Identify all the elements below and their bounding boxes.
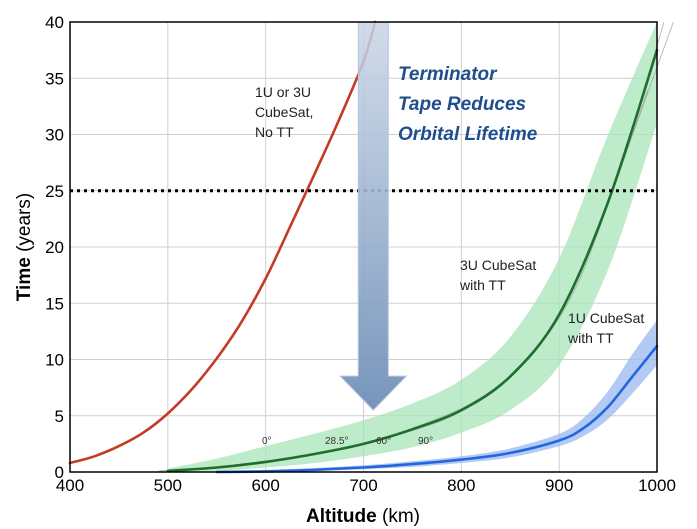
series-line — [68, 20, 377, 465]
y-axis-title: Time (years) — [14, 193, 35, 301]
inclination-28-label: 28.5° — [325, 436, 348, 447]
y-tick-labels: 0 5 10 15 20 25 30 35 40 — [45, 13, 64, 482]
x-tick-label: 400 — [56, 476, 84, 495]
inclination-0-label: 0° — [262, 436, 272, 447]
plot-frame — [69, 21, 658, 473]
y-tick-label: 5 — [55, 407, 64, 426]
x-axis-title-unit: (km) — [382, 506, 420, 527]
inclination-90-label: 90° — [418, 436, 433, 447]
series-band — [167, 22, 658, 472]
x-axis-title: Altitude (km) — [306, 506, 420, 527]
reduction-arrow — [339, 21, 408, 411]
series-line — [215, 344, 659, 474]
y-tick-label: 35 — [45, 69, 64, 88]
y-tick-label: 0 — [55, 463, 64, 482]
y-tick-label: 40 — [45, 13, 64, 32]
green-series-label: 3U CubeSat with TT — [459, 257, 540, 293]
x-tick-labels: 400 500 600 700 800 900 1000 — [56, 476, 676, 495]
y-axis-title-unit: (years) — [14, 193, 35, 252]
red-series-label: 1U or 3U CubeSat, No TT — [255, 84, 317, 140]
x-tick-label: 1000 — [638, 476, 676, 495]
y-tick-label: 25 — [45, 182, 64, 201]
series-lines — [68, 20, 659, 474]
x-tick-label: 900 — [545, 476, 573, 495]
y-tick-label: 30 — [45, 126, 64, 145]
series-line — [166, 48, 659, 473]
y-axis-title-bold: Time — [14, 257, 35, 301]
y-tick-label: 20 — [45, 238, 64, 257]
x-tick-label: 600 — [251, 476, 279, 495]
arrow-shape — [339, 21, 408, 411]
x-axis-title-bold: Altitude — [306, 506, 377, 527]
confidence-bands — [167, 22, 658, 473]
headline-annotation: Terminator Tape Reduces Orbital Lifetime — [398, 64, 538, 145]
y-tick-label: 15 — [45, 294, 64, 313]
inclination-60-label: 60° — [376, 436, 391, 447]
blue-series-label: 1U CubeSat with TT — [567, 310, 648, 346]
x-tick-label: 800 — [447, 476, 475, 495]
x-tick-label: 500 — [154, 476, 182, 495]
y-tick-label: 10 — [45, 351, 64, 370]
x-tick-label: 700 — [349, 476, 377, 495]
